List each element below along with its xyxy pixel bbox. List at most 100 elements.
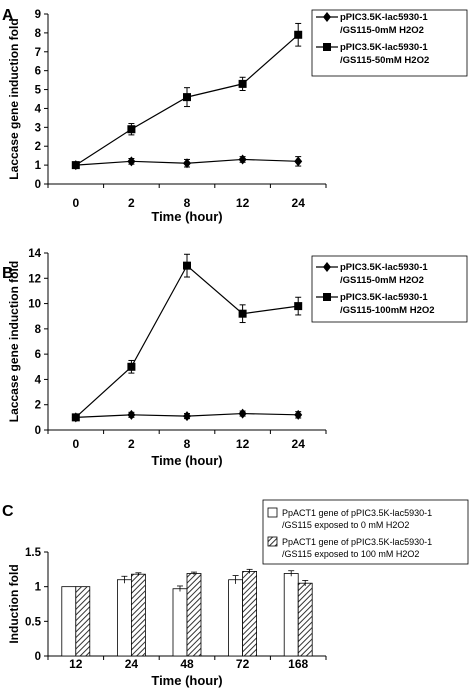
bar-0mm xyxy=(172,588,188,657)
legend-box xyxy=(262,499,469,565)
x-tick-label: 2 xyxy=(128,196,135,210)
y-tick-label: 7 xyxy=(35,47,41,59)
y-tick-label: 0 xyxy=(35,651,41,663)
y-tick-label: 6 xyxy=(35,349,41,361)
x-tick-label: 72 xyxy=(236,657,250,671)
y-tick-label: 0.5 xyxy=(25,616,42,628)
data-point-square xyxy=(238,309,247,318)
data-point-diamond xyxy=(294,156,303,167)
y-axis-label: Laccase gene induction fold xyxy=(7,261,21,422)
x-tick-label: 24 xyxy=(292,437,306,451)
y-tick-label: 8 xyxy=(35,324,42,336)
y-tick-label: 12 xyxy=(28,273,41,285)
legend-label-line: pPIC3.5K-lac5930-1 xyxy=(340,292,428,303)
data-point-diamond xyxy=(127,409,136,420)
data-point-square xyxy=(127,125,136,134)
bar-0mm xyxy=(117,579,132,657)
data-point-square xyxy=(71,161,80,170)
y-tick-label: 1 xyxy=(35,582,42,594)
bar-0mm xyxy=(283,573,299,657)
legend-label: PpACT1 gene of pPIC3.5K-lac5930-1/GS115 … xyxy=(282,537,432,559)
legend-label: pPIC3.5K-lac5930-1/GS115-100mM H2O2 xyxy=(340,292,435,316)
data-point-square xyxy=(294,302,303,311)
legend-label-line: pPIC3.5K-lac5930-1 xyxy=(340,42,428,53)
data-point-diamond xyxy=(238,154,247,165)
legend-marker-diamond xyxy=(323,12,331,22)
legend-label-line: PpACT1 gene of pPIC3.5K-lac5930-1 xyxy=(282,508,432,518)
legend-label-line: pPIC3.5K-lac5930-1 xyxy=(340,12,428,23)
y-tick-label: 0 xyxy=(35,179,41,191)
y-tick-label: 1 xyxy=(35,160,42,172)
legend-label-line: pPIC3.5K-lac5930-1 xyxy=(340,262,428,273)
x-tick-label: 8 xyxy=(184,196,191,210)
legend-label-line: PpACT1 gene of pPIC3.5K-lac5930-1 xyxy=(282,537,432,547)
y-tick-label: 1.5 xyxy=(25,547,42,559)
x-tick-label: 0 xyxy=(72,196,79,210)
y-axis-label: Laccase gene induction fold xyxy=(7,18,21,179)
x-tick-label: 24 xyxy=(292,196,306,210)
data-point-square xyxy=(183,93,191,102)
bar-100mm xyxy=(130,573,146,657)
y-tick-label: 2 xyxy=(35,400,41,412)
legend-label: pPIC3.5K-lac5930-1/GS115-50mM H2O2 xyxy=(340,42,429,66)
x-tick-label: 8 xyxy=(184,437,191,451)
data-point-square xyxy=(238,79,247,88)
x-axis-label: Time (hour) xyxy=(151,673,222,688)
bar-0mm xyxy=(61,586,77,657)
x-tick-label: 12 xyxy=(69,657,83,671)
y-tick-label: 4 xyxy=(35,374,42,386)
y-tick-label: 9 xyxy=(35,9,41,21)
x-tick-label: 24 xyxy=(125,657,139,671)
data-point-diamond xyxy=(183,411,191,422)
x-axis-label: Time (hour) xyxy=(151,209,222,224)
data-point-square xyxy=(183,261,191,270)
bar-100mm xyxy=(242,571,258,657)
x-tick-label: 12 xyxy=(236,196,250,210)
y-tick-label: 0 xyxy=(35,425,41,437)
panel-c: C 0 0.5 1 1.5 12 24 48 72 168 Time (hour) Induction… xyxy=(2,499,469,688)
series-line xyxy=(75,264,299,418)
x-axis-label: Time (hour) xyxy=(151,453,222,468)
legend-label: pPIC3.5K-lac5930-1/GS115-0mM H2O2 xyxy=(340,12,428,36)
y-tick-label: 14 xyxy=(28,248,41,260)
bar-0mm xyxy=(228,579,244,657)
panel-letter: A xyxy=(2,7,14,24)
legend-box xyxy=(311,9,468,77)
x-tick-label: 168 xyxy=(288,657,308,671)
legend-marker-square xyxy=(323,43,331,51)
legend-label-line: /GS115-0mM H2O2 xyxy=(340,275,424,286)
legend-label-line: /GS115-0mM H2O2 xyxy=(340,25,424,36)
y-tick-label: 4 xyxy=(35,103,42,115)
data-point-diamond xyxy=(127,156,136,167)
panel-letter: C xyxy=(2,503,14,520)
data-point-diamond xyxy=(238,408,247,419)
data-point-diamond xyxy=(183,158,191,169)
legend-label: PpACT1 gene of pPIC3.5K-lac5930-1/GS115 … xyxy=(282,508,432,530)
panel-letter: B xyxy=(2,265,14,282)
x-tick-label: 0 xyxy=(72,437,79,451)
data-point-square xyxy=(294,30,303,39)
legend-label: pPIC3.5K-lac5930-1/GS115-0mM H2O2 xyxy=(340,262,428,286)
bar-100mm xyxy=(186,573,202,657)
data-point-square xyxy=(71,413,80,422)
y-tick-label: 2 xyxy=(35,141,41,153)
y-tick-label: 6 xyxy=(35,66,41,78)
bar-100mm xyxy=(297,582,313,657)
data-point-diamond xyxy=(294,409,303,420)
y-axis-label: Induction fold xyxy=(7,564,21,643)
y-tick-label: 3 xyxy=(35,122,41,134)
x-tick-label: 2 xyxy=(128,437,135,451)
y-tick-label: 8 xyxy=(35,28,42,40)
x-tick-label: 48 xyxy=(180,657,194,671)
legend-label-line: /GS115 exposed to 0 mM H2O2 xyxy=(282,520,409,530)
legend-marker-square xyxy=(323,293,331,301)
y-tick-label: 5 xyxy=(35,85,42,97)
data-point-square xyxy=(127,362,136,371)
legend-label-line: /GS115-50mM H2O2 xyxy=(340,55,429,66)
legend-swatch xyxy=(267,536,278,547)
bar-100mm xyxy=(75,586,91,657)
legend-label-line: /GS115-100mM H2O2 xyxy=(340,305,435,316)
